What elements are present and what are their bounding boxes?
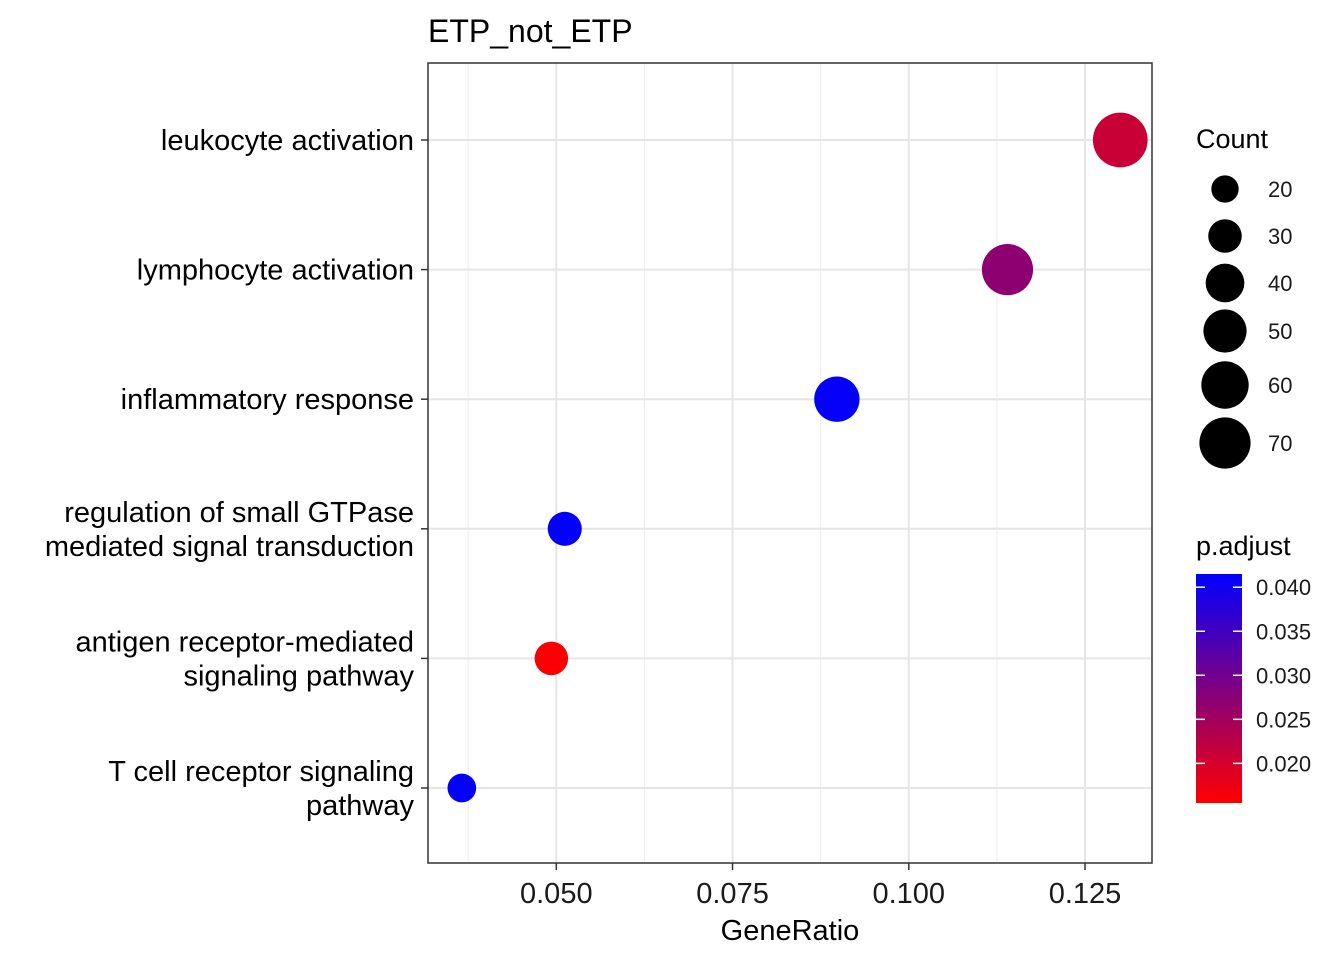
y-tick-label: pathway <box>306 790 415 822</box>
y-tick-label: signaling pathway <box>183 660 414 692</box>
x-tick-label: 0.075 <box>696 878 769 910</box>
color-legend-label: 0.035 <box>1256 619 1311 644</box>
color-legend-label: 0.025 <box>1256 707 1311 732</box>
color-legend-label: 0.030 <box>1256 663 1311 688</box>
x-tick-label: 0.125 <box>1049 878 1122 910</box>
y-tick-label: regulation of small GTPase <box>64 497 414 529</box>
color-legend-label: 0.040 <box>1256 575 1311 600</box>
data-point <box>814 376 860 422</box>
y-axis: leukocyte activation lymphocyte activatio… <box>45 125 428 822</box>
size-legend-key <box>1199 417 1251 469</box>
data-point <box>1092 112 1148 168</box>
data-point <box>447 773 477 803</box>
color-bar <box>1196 574 1242 803</box>
color-legend: p.adjust 0.040 0.035 0.030 0.025 0.020 <box>1196 531 1311 803</box>
size-legend-label: 30 <box>1268 224 1292 249</box>
size-legend: Count 20 30 40 50 60 70 <box>1196 124 1292 469</box>
grid-lines <box>428 63 1152 863</box>
size-legend-key <box>1201 361 1249 409</box>
plot-panel-border <box>427 62 1153 864</box>
x-axis: 0.050 0.075 0.100 0.125 <box>520 863 1121 910</box>
size-legend-key <box>1203 309 1247 353</box>
data-point <box>547 511 582 546</box>
chart-title: ETP_not_ETP <box>428 13 633 49</box>
size-legend-label: 40 <box>1268 271 1292 296</box>
size-legend-label: 70 <box>1268 431 1292 456</box>
data-point <box>534 641 569 676</box>
x-tick-label: 0.100 <box>872 878 945 910</box>
size-legend-key <box>1205 263 1245 303</box>
data-points <box>447 112 1148 803</box>
size-legend-title: Count <box>1196 124 1269 154</box>
y-tick-label: T cell receptor signaling <box>108 756 414 788</box>
color-legend-title: p.adjust <box>1196 531 1291 561</box>
size-legend-label: 60 <box>1268 373 1292 398</box>
color-legend-label: 0.020 <box>1256 751 1311 776</box>
size-legend-key <box>1208 219 1242 253</box>
size-legend-label: 50 <box>1268 319 1292 344</box>
data-point <box>981 244 1034 296</box>
x-tick-label: 0.050 <box>520 878 593 910</box>
size-legend-key <box>1211 175 1239 203</box>
y-tick-label: inflammatory response <box>121 384 414 416</box>
x-axis-label: GeneRatio <box>721 915 860 947</box>
y-tick-label: leukocyte activation <box>161 125 414 157</box>
size-legend-label: 20 <box>1268 177 1292 202</box>
y-tick-label: mediated signal transduction <box>45 531 414 563</box>
y-tick-label: antigen receptor-mediated <box>75 626 414 658</box>
y-tick-label: lymphocyte activation <box>137 255 414 287</box>
